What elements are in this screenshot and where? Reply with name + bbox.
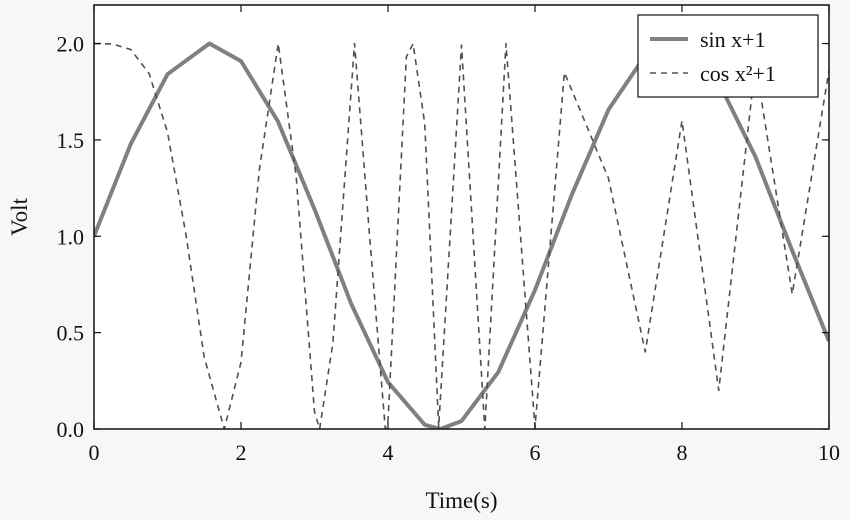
x-axis-label: Time(s) <box>426 488 498 513</box>
legend: sin x+1 cos x²+1 <box>637 14 819 98</box>
x-tick-label: 2 <box>236 440 247 465</box>
legend-label-1: sin x+1 <box>700 27 766 52</box>
legend-label-2: cos x²+1 <box>700 61 776 86</box>
y-tick-label: 2.0 <box>57 32 85 57</box>
legend-box <box>637 14 819 98</box>
x-tick-label: 10 <box>818 440 840 465</box>
x-tick-label: 4 <box>383 440 394 465</box>
y-axis-label: Volt <box>7 197 32 236</box>
y-tick-label: 1.0 <box>57 224 85 249</box>
x-tick-label: 8 <box>677 440 688 465</box>
plot-frame <box>93 4 830 430</box>
y-tick-label: 0.0 <box>57 417 85 442</box>
x-tick-label: 0 <box>89 440 100 465</box>
y-tick-label: 0.5 <box>57 321 85 346</box>
ticks: 0 2 4 6 8 10 0.0 0.5 1.0 1.5 2.0 <box>57 5 840 465</box>
y-tick-label: 1.5 <box>57 128 85 153</box>
x-tick-label: 6 <box>530 440 541 465</box>
axes <box>93 4 830 430</box>
